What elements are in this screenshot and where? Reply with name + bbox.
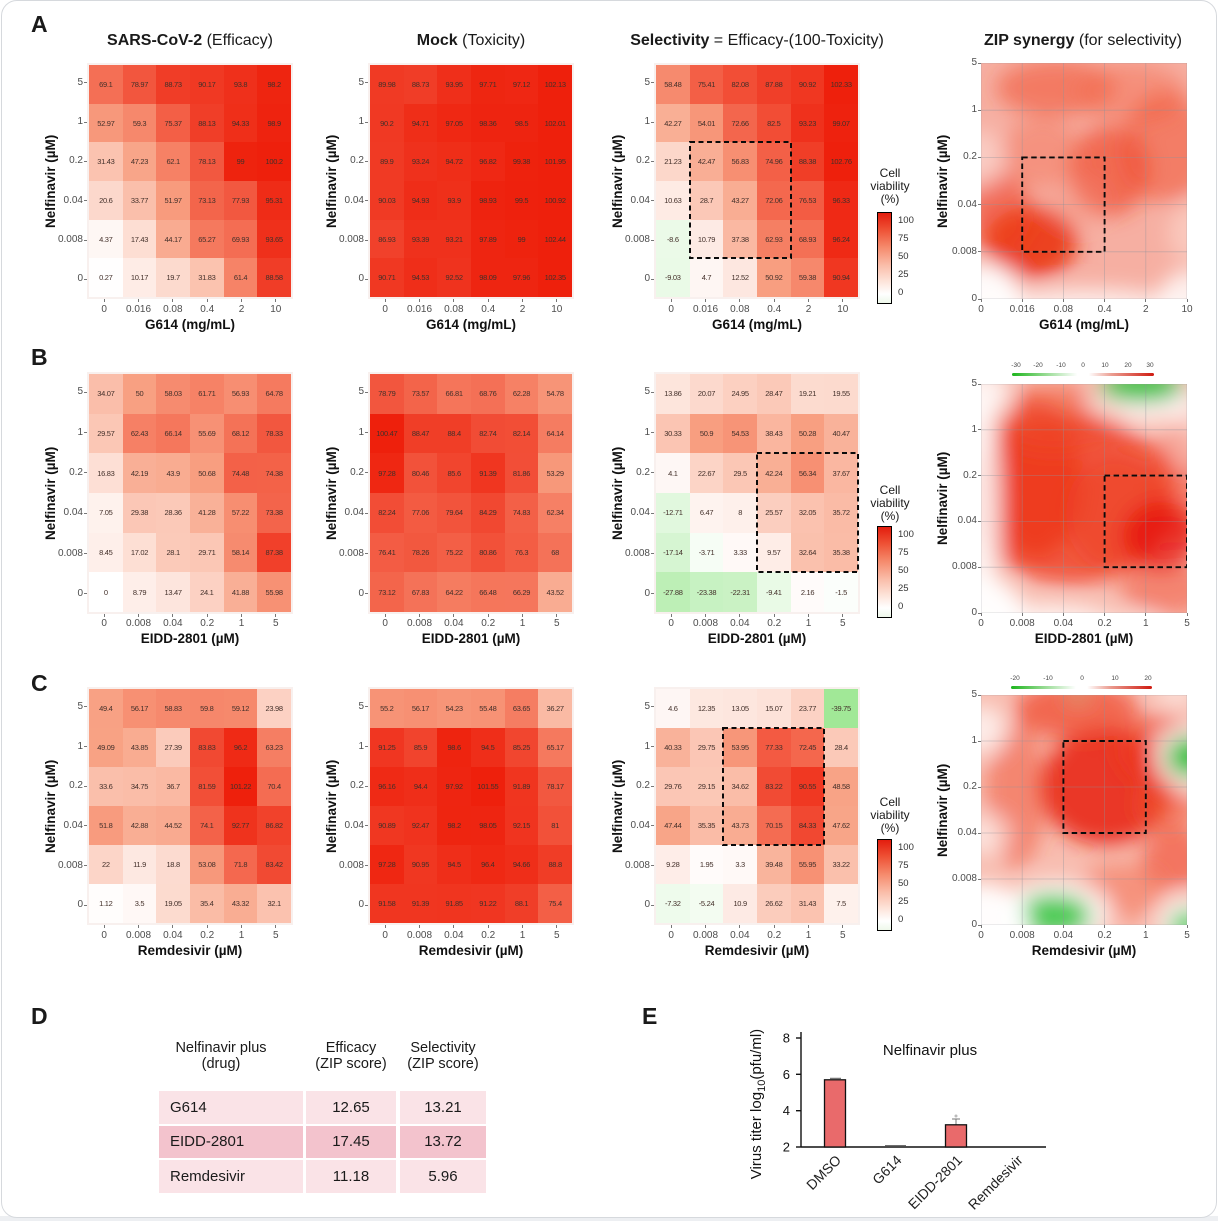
svg-text:2: 2 bbox=[783, 1140, 790, 1155]
svg-text:6: 6 bbox=[783, 1067, 790, 1082]
svg-text:EIDD-2801: EIDD-2801 bbox=[905, 1152, 965, 1212]
svg-text:DMSO: DMSO bbox=[803, 1152, 844, 1193]
svg-text:4: 4 bbox=[783, 1103, 790, 1118]
svg-text:G614: G614 bbox=[869, 1152, 905, 1188]
svg-text:Remdesivir: Remdesivir bbox=[965, 1152, 1026, 1213]
svg-text:8: 8 bbox=[783, 1031, 790, 1046]
